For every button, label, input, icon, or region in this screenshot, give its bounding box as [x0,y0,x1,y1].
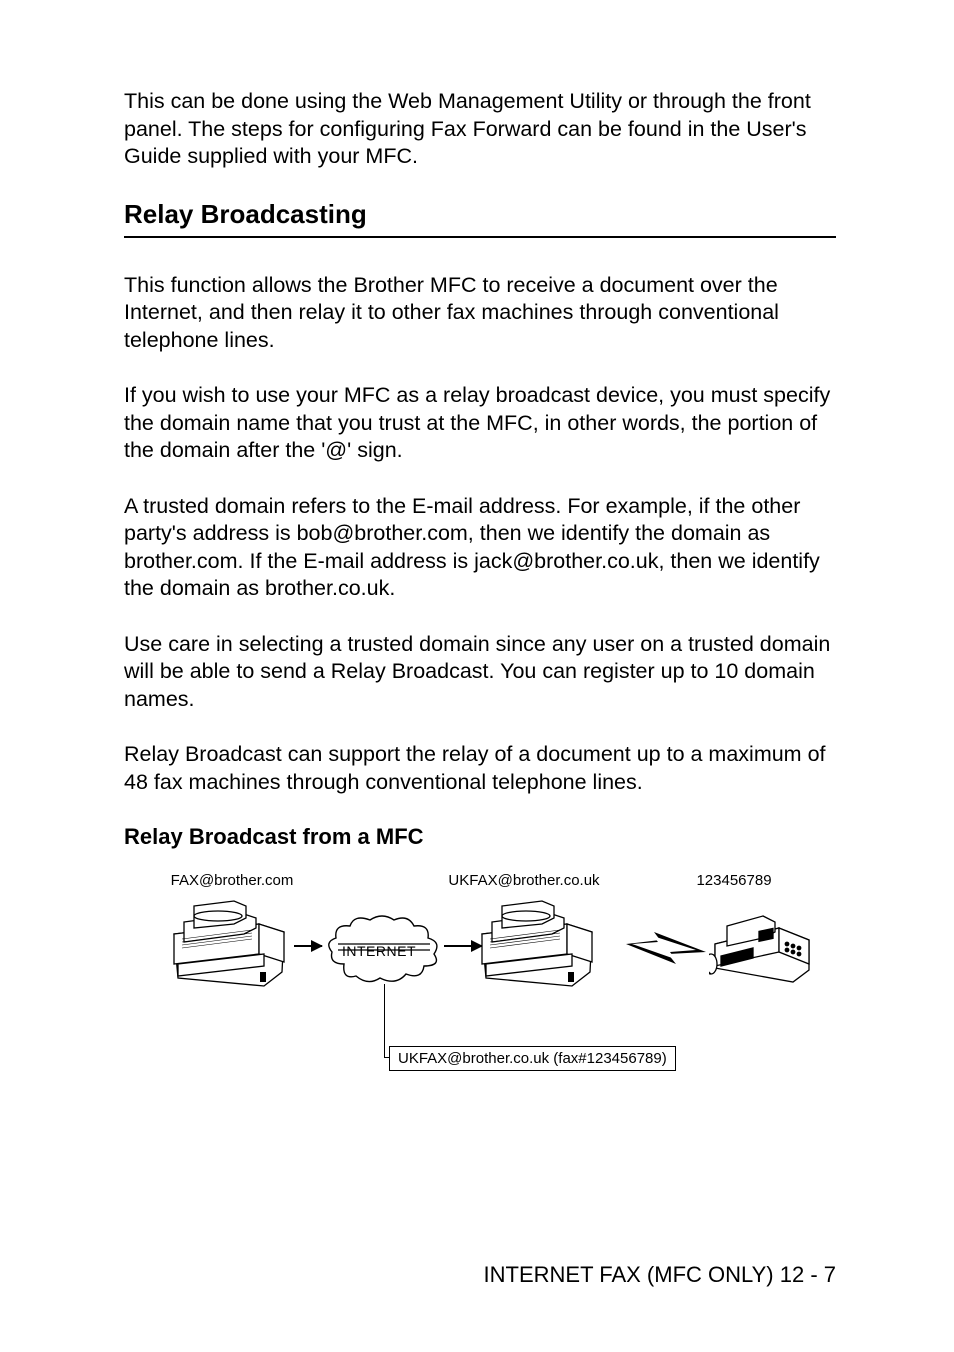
body-paragraph-2: If you wish to use your MFC as a relay b… [124,382,836,465]
diagram-label-sender: FAX@brother.com [142,872,322,889]
section-heading: Relay Broadcasting [124,199,836,230]
diagram-label-destination: 123456789 [664,872,804,889]
section-rule [124,236,836,238]
relay-broadcast-diagram: FAX@brother.com UKFAX@brother.co.uk 1234… [134,872,834,1092]
subsection-heading: Relay Broadcast from a MFC [124,824,836,850]
page-footer: INTERNET FAX (MFC ONLY) 12 - 7 [484,1262,836,1288]
mfc-sender-icon [164,894,294,989]
body-paragraph-4: Use care in selecting a trusted domain s… [124,631,836,714]
arrow-to-internet-icon [294,945,322,947]
body-paragraph-3: A trusted domain refers to the E-mail ad… [124,493,836,603]
mfc-relay-icon [472,894,602,989]
intro-paragraph: This can be done using the Web Managemen… [124,88,836,171]
route-address-box: UKFAX@brother.co.uk (fax#123456789) [389,1046,676,1071]
diagram-label-relay: UKFAX@brother.co.uk [424,872,624,889]
internet-cloud-label: INTERNET [342,943,416,959]
body-paragraph-5: Relay Broadcast can support the relay of… [124,741,836,796]
internet-cloud-icon: INTERNET [324,914,444,986]
telephone-line-bolt-icon [626,930,706,966]
fax-destination-icon [709,908,814,988]
body-paragraph-1: This function allows the Brother MFC to … [124,272,836,355]
